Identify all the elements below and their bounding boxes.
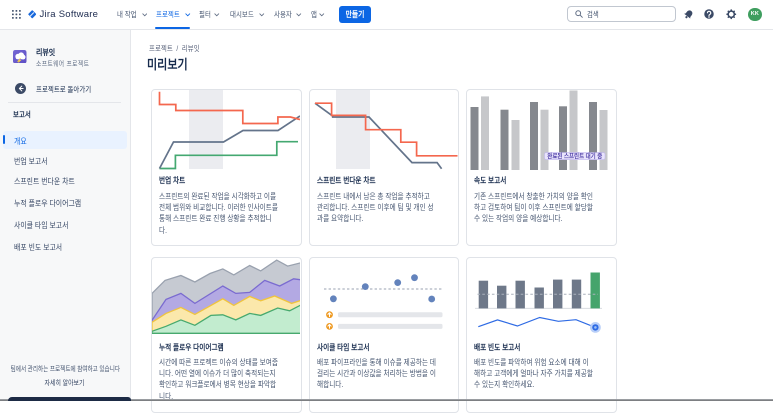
svg-text:완료된 스프린트 대기 중: 완료된 스프린트 대기 중 [547,151,602,160]
